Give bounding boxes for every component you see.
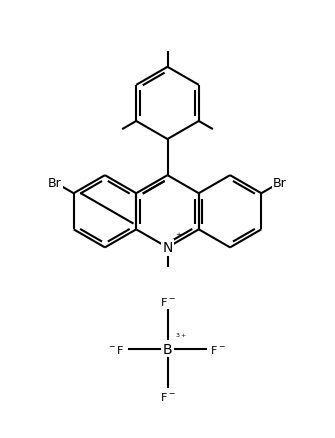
Text: $^+$: $^+$ bbox=[174, 231, 183, 241]
Text: $^-$F: $^-$F bbox=[107, 343, 125, 355]
Text: $^{3+}$: $^{3+}$ bbox=[176, 332, 187, 341]
Text: B: B bbox=[163, 342, 172, 356]
Text: N: N bbox=[162, 241, 173, 255]
Text: F$^-$: F$^-$ bbox=[160, 390, 175, 402]
Text: Br: Br bbox=[273, 177, 287, 190]
Text: F$^-$: F$^-$ bbox=[160, 295, 175, 307]
Text: F$^-$: F$^-$ bbox=[210, 343, 226, 355]
Text: Br: Br bbox=[48, 177, 62, 190]
